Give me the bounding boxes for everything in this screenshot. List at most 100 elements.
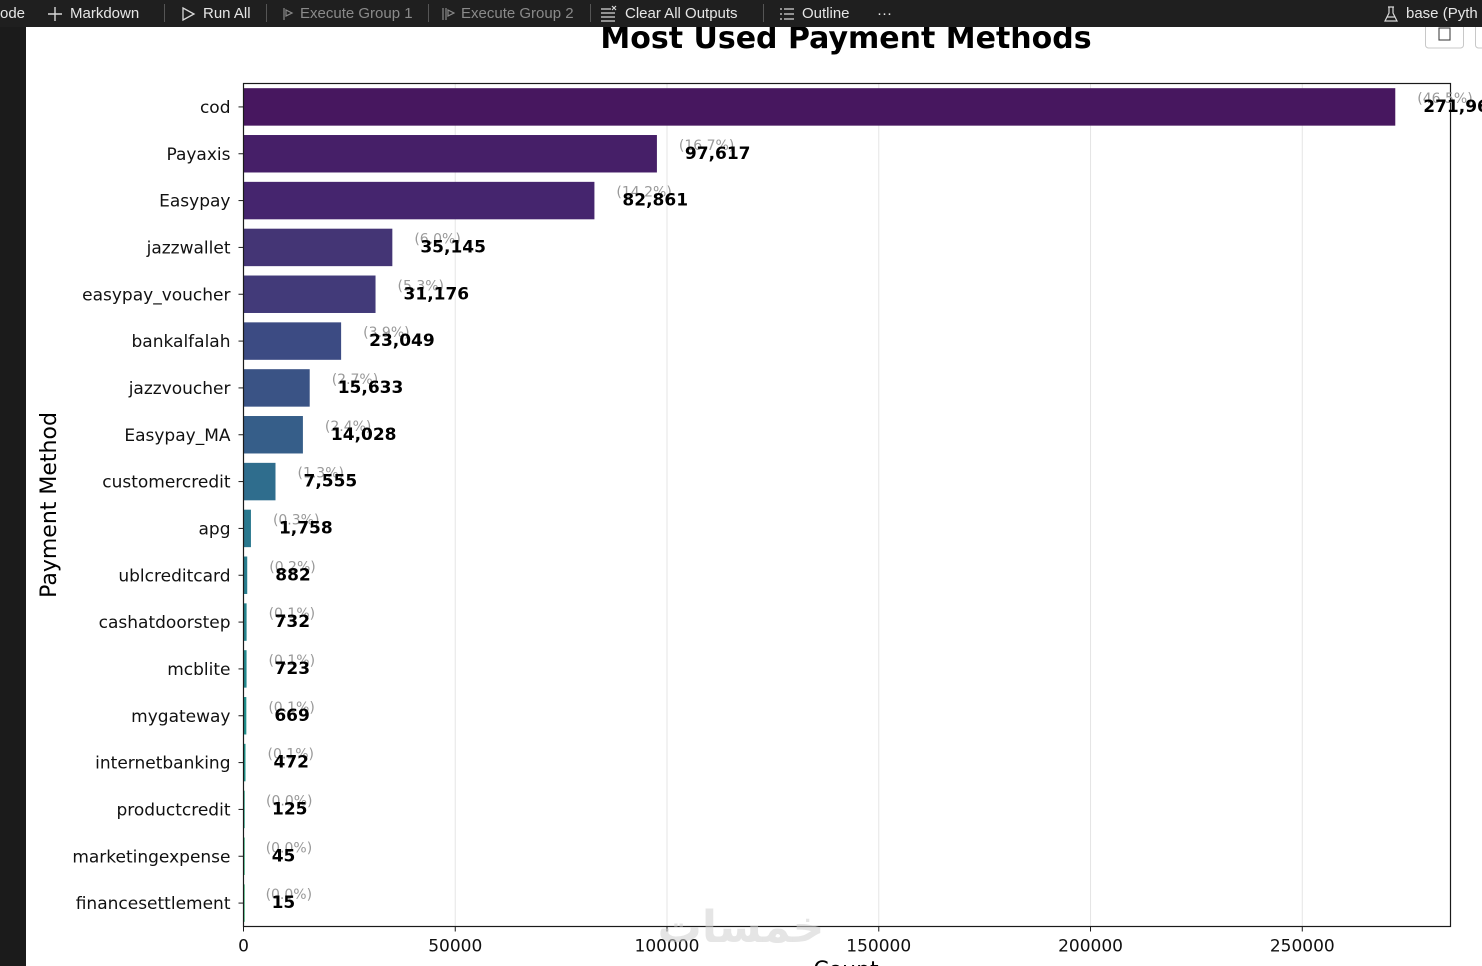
bar: [243, 322, 342, 360]
y-tick-label: Easypay: [159, 192, 230, 212]
play-icon: [179, 5, 197, 23]
copy-output-button[interactable]: [1425, 27, 1464, 49]
bar-chart: cod Payaxis Easypay jazzwallet easypay_vouch…: [37, 27, 1482, 966]
kernel-picker[interactable]: base (Pyth: [1382, 0, 1478, 27]
value-label: 15,633: [338, 378, 404, 398]
value-label: 14,028: [331, 425, 397, 445]
percent-label: (5.3%): [398, 278, 445, 294]
copy-icon: [1438, 27, 1451, 41]
execute-group-1-button[interactable]: Execute Group 1: [282, 0, 413, 27]
percent-label: (0.1%): [267, 747, 314, 763]
percent-label: (2.7%): [332, 372, 379, 388]
percent-label: (3.9%): [363, 325, 410, 341]
bar: [243, 462, 276, 501]
percent-label: (0.0%): [266, 887, 313, 903]
x-tick-label: 150000: [846, 937, 911, 957]
value-label: 472: [273, 753, 309, 773]
value-label: 723: [275, 659, 311, 679]
toolbar-divider: [266, 4, 267, 22]
value-label: 1,758: [279, 518, 333, 538]
execute-below-icon: [441, 5, 455, 23]
value-label: 35,145: [420, 237, 486, 257]
value-label: 7,555: [303, 472, 357, 492]
toolbar-divider: [763, 4, 764, 22]
y-tick-label: bankalfalah: [132, 332, 231, 352]
output-menu-button[interactable]: [1475, 27, 1482, 49]
value-label: 732: [275, 612, 311, 632]
x-tick-label: 100000: [635, 937, 700, 957]
y-tick-label: Payaxis: [166, 145, 230, 165]
percent-label: (14.2%): [616, 185, 671, 201]
value-label: 125: [272, 799, 308, 819]
y-tick-label: cod: [200, 98, 231, 118]
bar: [243, 181, 595, 220]
kernel-label: base (Pyth: [1406, 4, 1478, 22]
execute-group-2-label: Execute Group 2: [461, 4, 574, 22]
y-axis-label: Payment Method: [37, 412, 62, 598]
value-label: 97,617: [685, 144, 751, 164]
y-tick-label: customercredit: [102, 473, 231, 493]
bar: [243, 509, 251, 548]
x-tick-label: 200000: [1058, 937, 1123, 957]
percent-label: (6.0%): [414, 231, 461, 247]
clear-all-outputs-label: Clear All Outputs: [625, 4, 738, 22]
toolbar-divider: [428, 4, 429, 22]
more-actions-button[interactable]: ···: [877, 4, 892, 22]
percent-label: (2.4%): [325, 419, 372, 435]
toolbar-divider: [164, 4, 165, 22]
markdown-label: Markdown: [70, 4, 140, 22]
bar: [243, 743, 246, 782]
value-label: 82,861: [622, 191, 688, 211]
clear-all-outputs-button[interactable]: Clear All Outputs: [599, 0, 738, 27]
bar: [243, 135, 657, 173]
y-tick-label: apg: [199, 519, 231, 539]
percent-label: (16.7%): [679, 138, 734, 154]
percent-label: (0.0%): [266, 793, 313, 809]
plus-icon: [46, 5, 64, 23]
x-tick-label: 50000: [428, 937, 482, 957]
chart-title: Most Used Payment Methods: [600, 27, 1091, 56]
bar-annotations: (46.5%)271,96 (16.7%)97,617 (14.2%)82,861 (…: [266, 91, 1482, 913]
y-tick-label: mygateway: [131, 707, 230, 727]
value-label: 882: [275, 565, 311, 585]
watermark: خمسات: [658, 902, 825, 953]
value-label: 271,96: [1423, 97, 1482, 117]
y-tick-label: productcredit: [117, 800, 231, 820]
y-tick-label: marketingexpense: [72, 847, 230, 867]
mode-label: ode: [0, 4, 26, 22]
percent-label: (0.2%): [269, 559, 316, 575]
percent-label: (0.1%): [268, 700, 315, 716]
editor-gutter: [0, 27, 26, 966]
add-markdown-button[interactable]: Markdown: [46, 0, 139, 27]
y-tick-label: jazzvoucher: [128, 379, 231, 399]
percent-label: (0.0%): [266, 840, 313, 856]
x-tick-label: 250000: [1270, 937, 1335, 957]
execute-group-1-label: Execute Group 1: [300, 4, 413, 22]
y-tick-label: jazzwallet: [146, 238, 231, 258]
x-tick-labels: 0 50000 100000 150000 200000 250000: [238, 926, 1335, 957]
percent-label: (0.1%): [269, 606, 316, 622]
clear-outputs-icon: [599, 5, 619, 23]
bar: [243, 416, 303, 454]
percent-label: (46.5%): [1417, 91, 1472, 107]
notebook-toolbar: ode Markdown Run All Execute Group 1 Exe…: [0, 0, 1482, 27]
percent-label: (0.3%): [273, 512, 320, 528]
percent-label: (1.3%): [297, 466, 344, 482]
run-all-button[interactable]: Run All: [179, 0, 251, 27]
value-label: 669: [274, 706, 310, 726]
bar: [243, 275, 376, 313]
outline-button[interactable]: Outline: [778, 0, 850, 27]
x-tick-label: 0: [238, 937, 249, 957]
bar: [243, 88, 1396, 126]
outline-icon: [778, 5, 796, 23]
bar: [243, 650, 247, 688]
bar: [243, 556, 248, 594]
plot-frame: [242, 82, 1452, 928]
y-tick-label: mcblite: [167, 660, 230, 680]
value-label: 23,049: [369, 331, 435, 351]
execute-group-2-button[interactable]: Execute Group 2: [441, 0, 574, 27]
y-tick-label: financesettlement: [76, 894, 231, 914]
y-tick-labels: cod Payaxis Easypay jazzwallet easypay_vouch…: [72, 98, 244, 914]
output-actions: [1425, 27, 1482, 49]
x-axis-label: Count: [813, 958, 879, 966]
